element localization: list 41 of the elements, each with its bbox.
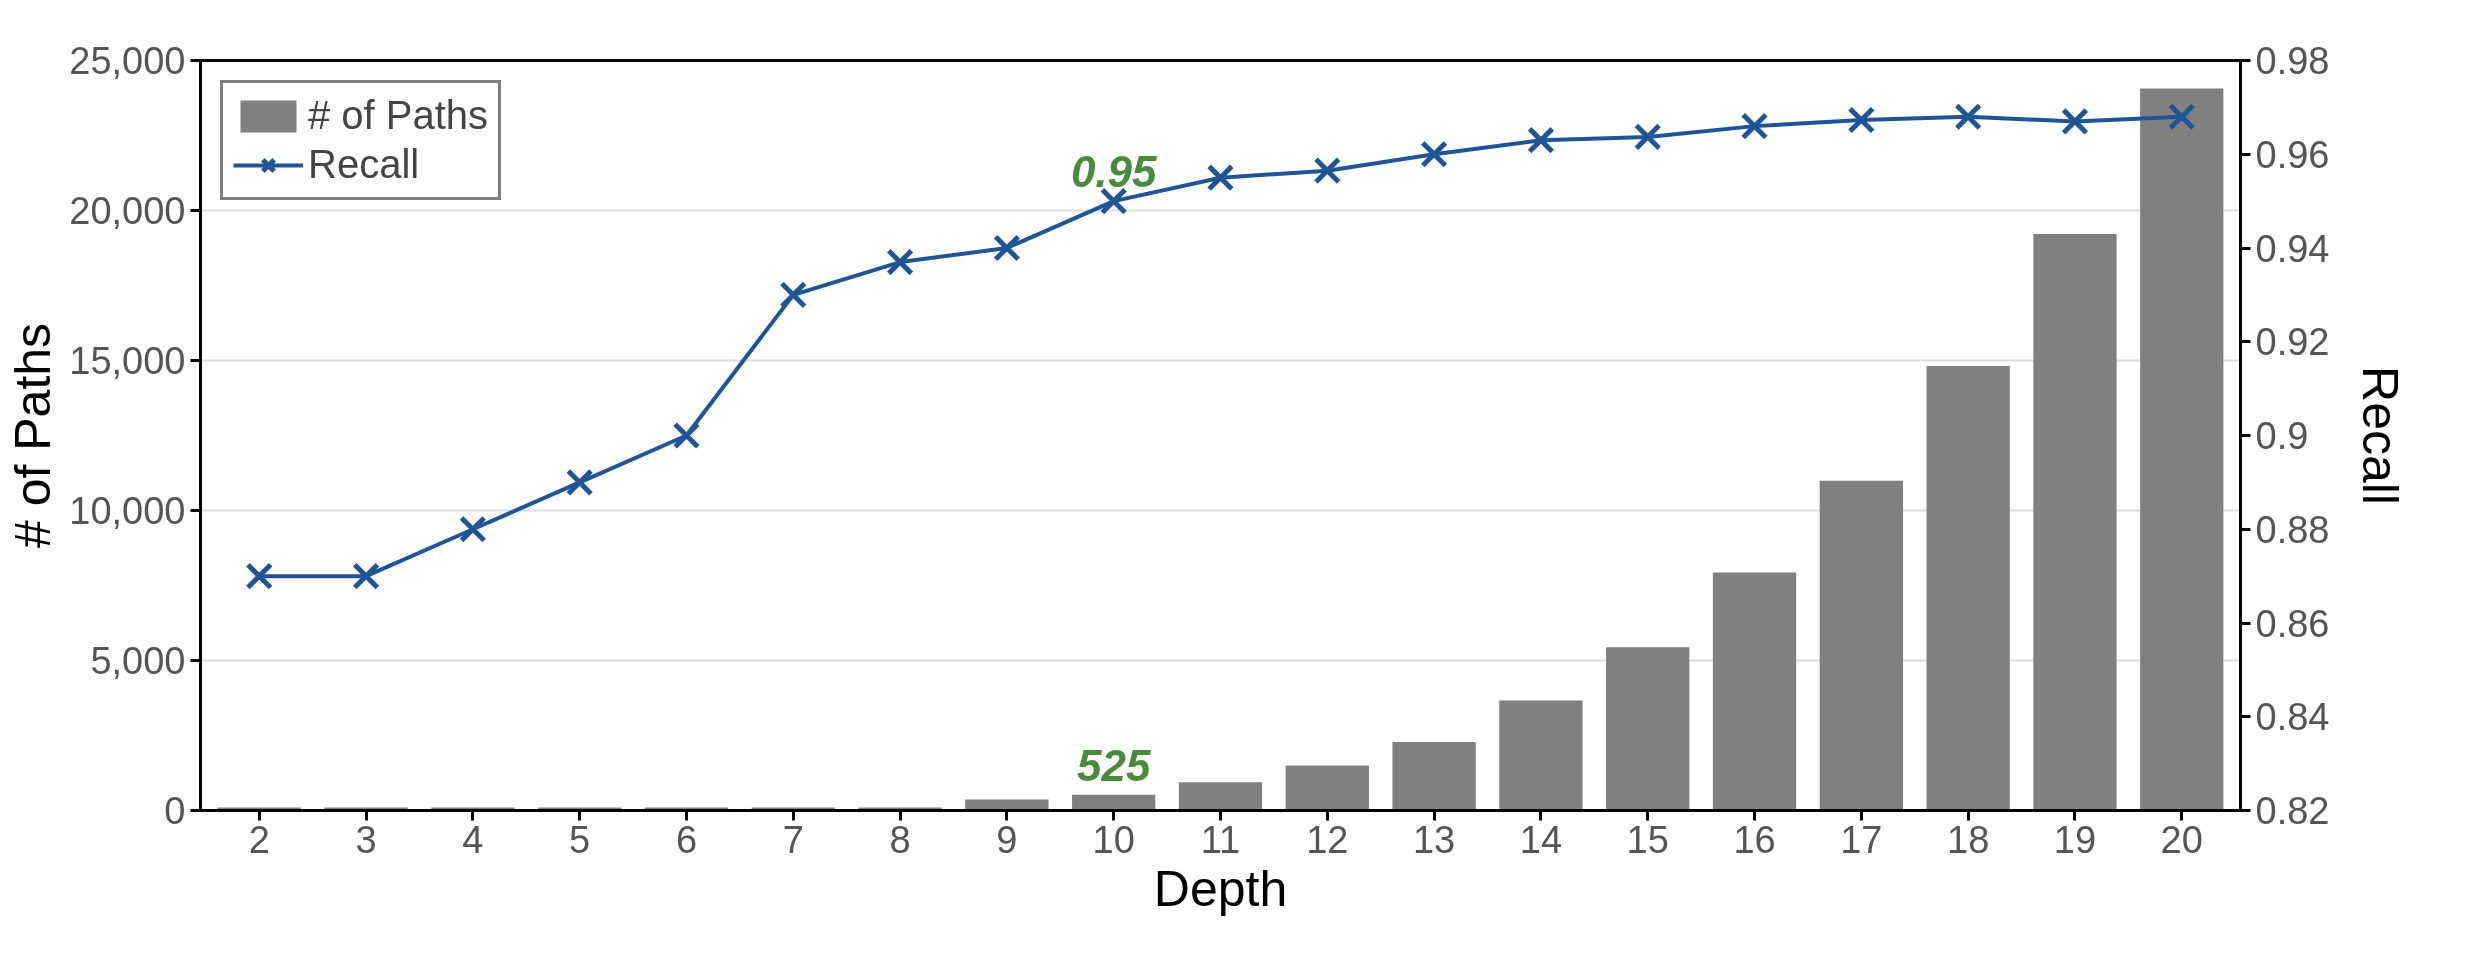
x-tick-label: 4 [462,818,484,861]
x-tick-label: 11 [1200,818,1241,861]
y2-tick-label: 0.82 [2255,790,2330,832]
x-tick-label: 3 [355,818,377,861]
y2-tick-label: 0.92 [2255,321,2330,364]
x-tick-label: 20 [2160,818,2203,861]
y-axis-title: # of Paths [5,322,62,549]
y-tick-label: 10,000 [69,490,186,532]
y-tick-label: 15,000 [69,340,186,382]
data-label: 0.95 [1070,147,1158,197]
x-tick-label: 9 [996,818,1018,861]
y-tick-label: 5,000 [90,640,186,682]
x-tick-label: 12 [1306,818,1349,861]
x-tick-label: 6 [675,818,698,861]
y-tick-label: 0 [164,790,186,832]
y2-tick-label: 0.98 [2255,40,2330,82]
legend-label: # of Paths [308,93,489,138]
x-tick-label: 15 [1626,818,1669,861]
y2-tick-label: 0.88 [2255,508,2330,551]
x-tick-label: 5 [569,818,591,861]
x-tick-label: 18 [1947,818,1990,861]
x-tick-label: 17 [1840,818,1883,861]
x-tick-label: 10 [1092,818,1135,861]
y2-tick-label: 0.96 [2255,133,2330,176]
x-tick-label: 19 [2053,818,2097,861]
y2-tick-label: 0.84 [2255,696,2330,739]
x-tick-label: 16 [1733,818,1776,861]
x-tick-label: 7 [782,818,804,861]
y2-tick-label: 0.9 [2255,415,2309,457]
x-tick-label: 13 [1412,818,1456,861]
y-tick-label: 25,000 [69,40,186,82]
legend-label: Recall [308,142,420,187]
y-tick-label: 20,000 [69,190,186,232]
y2-axis-title: Recall [2352,366,2409,505]
x-tick-label: 2 [248,818,270,861]
x-axis-title: Depth [1153,860,1288,917]
data-label: 525 [1076,740,1151,790]
y2-tick-label: 0.94 [2255,227,2330,270]
y2-tick-label: 0.86 [2255,602,2330,645]
x-tick-label: 14 [1519,818,1563,861]
x-tick-label: 8 [889,818,911,861]
